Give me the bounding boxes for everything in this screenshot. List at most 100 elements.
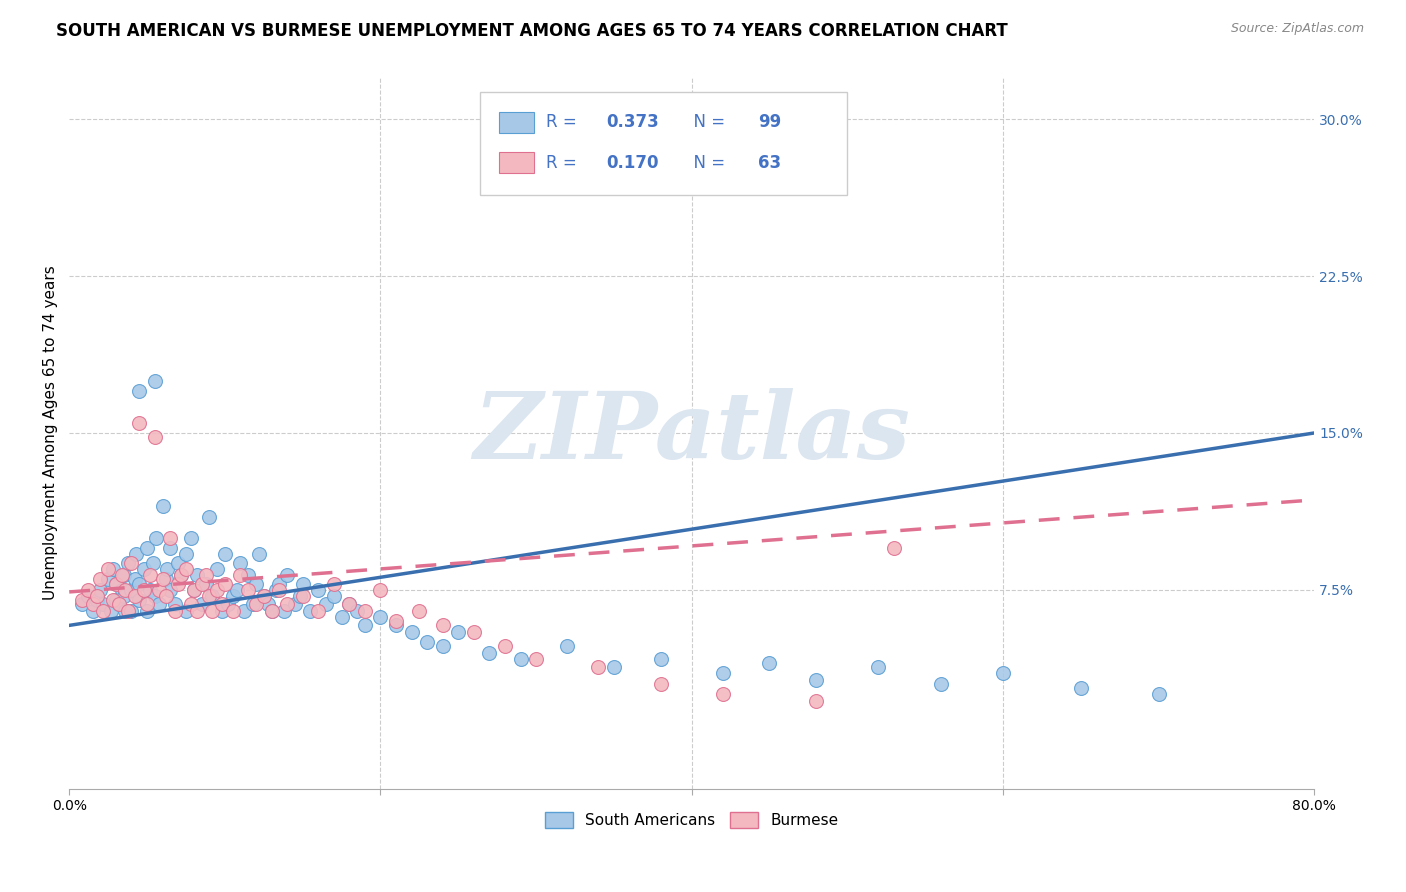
Point [238, 582, 260, 597]
Point [174, 604, 197, 618]
Point [260, 604, 283, 618]
Point [245, 598, 267, 612]
Point [117, 604, 139, 618]
Point [124, 589, 146, 603]
Text: R =: R = [546, 113, 582, 131]
Text: ZIPatlas: ZIPatlas [474, 388, 910, 478]
Point [167, 576, 190, 591]
Point [186, 604, 208, 618]
Point [307, 582, 329, 597]
Point [307, 604, 329, 618]
Point [276, 598, 298, 612]
Text: 99: 99 [758, 113, 780, 131]
Point [463, 624, 485, 639]
Point [214, 547, 236, 561]
Point [804, 694, 827, 708]
Point [132, 582, 155, 597]
Point [291, 576, 314, 591]
Point [322, 589, 344, 603]
Point [82, 604, 104, 618]
FancyBboxPatch shape [479, 92, 848, 194]
Point [232, 604, 254, 618]
Point [253, 589, 276, 603]
Point [104, 593, 127, 607]
Point [214, 576, 236, 591]
Point [136, 598, 159, 612]
Point [143, 430, 166, 444]
Point [588, 660, 610, 674]
Point [128, 416, 150, 430]
Point [108, 598, 131, 612]
Point [108, 598, 131, 612]
Point [221, 589, 243, 603]
Point [416, 635, 439, 649]
Point [82, 598, 104, 612]
Point [385, 618, 408, 632]
Point [229, 556, 252, 570]
FancyBboxPatch shape [499, 153, 534, 173]
Text: R =: R = [546, 153, 582, 172]
Point [183, 582, 205, 597]
Point [152, 499, 174, 513]
Point [128, 576, 150, 591]
Point [322, 576, 344, 591]
Point [101, 593, 124, 607]
Point [170, 568, 193, 582]
Point [929, 677, 952, 691]
Y-axis label: Unemployment Among Ages 65 to 74 years: Unemployment Among Ages 65 to 74 years [44, 266, 58, 600]
Point [205, 562, 228, 576]
Point [276, 568, 298, 582]
Point [385, 614, 408, 628]
Point [148, 598, 170, 612]
Point [143, 374, 166, 388]
Point [190, 576, 212, 591]
Point [101, 562, 124, 576]
Point [198, 509, 221, 524]
Point [330, 610, 353, 624]
Point [201, 604, 224, 618]
Point [111, 568, 134, 582]
Point [104, 576, 127, 591]
Point [190, 598, 212, 612]
Point [883, 541, 905, 555]
Point [269, 576, 291, 591]
Text: 63: 63 [758, 153, 780, 172]
Point [77, 582, 100, 597]
Point [478, 646, 501, 660]
Point [165, 604, 187, 618]
Point [346, 604, 368, 618]
Point [114, 582, 136, 597]
Point [284, 598, 307, 612]
Point [180, 598, 202, 612]
Point [354, 604, 377, 618]
Point [114, 604, 136, 618]
Point [408, 604, 430, 618]
Text: SOUTH AMERICAN VS BURMESE UNEMPLOYMENT AMONG AGES 65 TO 74 YEARS CORRELATION CHA: SOUTH AMERICAN VS BURMESE UNEMPLOYMENT A… [56, 22, 1008, 40]
Point [1070, 681, 1092, 695]
Text: 0.373: 0.373 [606, 113, 658, 131]
Point [711, 687, 734, 701]
Legend: South Americans, Burmese: South Americans, Burmese [538, 806, 844, 834]
Point [650, 652, 672, 666]
Point [86, 593, 108, 607]
Point [432, 618, 454, 632]
Point [868, 660, 890, 674]
Point [70, 598, 93, 612]
Point [159, 541, 181, 555]
Point [159, 582, 181, 597]
Point [211, 598, 233, 612]
Point [354, 618, 377, 632]
Point [195, 576, 218, 591]
Point [93, 604, 115, 618]
Point [132, 562, 155, 576]
Point [70, 593, 93, 607]
Point [603, 660, 626, 674]
Point [86, 589, 108, 603]
Point [198, 589, 221, 603]
Point [211, 604, 233, 618]
Point [1147, 687, 1170, 701]
Point [143, 589, 166, 603]
Point [242, 598, 264, 612]
Point [112, 568, 135, 582]
Point [804, 673, 827, 687]
